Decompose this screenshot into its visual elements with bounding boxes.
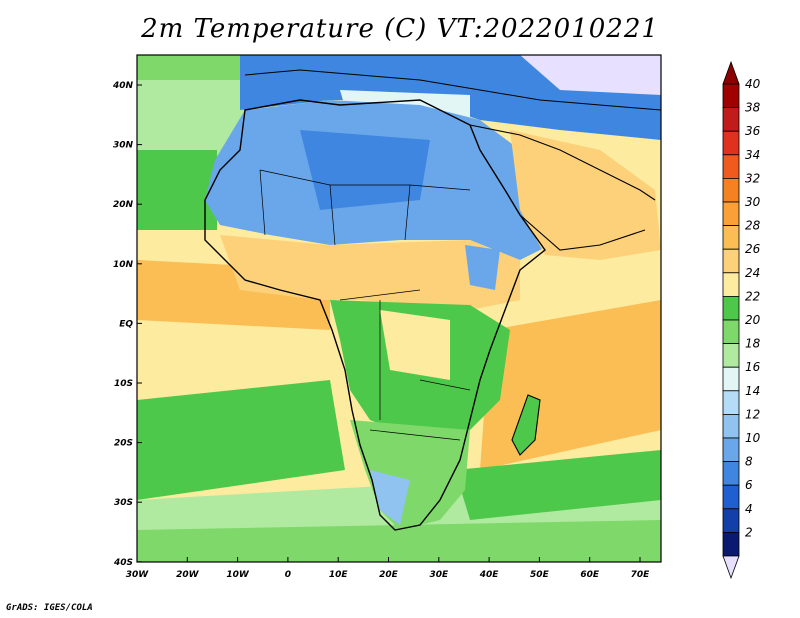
colorbar-label: 20 xyxy=(745,313,761,327)
y-tick-label: 30N xyxy=(113,141,134,151)
arabia-warm xyxy=(510,130,661,260)
colorbar-swatch xyxy=(722,390,740,415)
colorbar-label: 8 xyxy=(745,455,753,469)
asia-very-cold xyxy=(520,55,661,95)
colorbar-swatch xyxy=(722,366,740,392)
congo-warm xyxy=(380,310,450,380)
colorbar-label: 26 xyxy=(745,242,761,256)
colorbar-swatch xyxy=(722,508,740,533)
colorbar-label: 22 xyxy=(745,289,760,303)
africa-coastline xyxy=(204,99,546,531)
x-tick-label: 70E xyxy=(631,570,651,580)
y-tick-label: 10S xyxy=(114,379,133,389)
southern-band xyxy=(137,520,661,562)
south-indian-green xyxy=(455,450,661,520)
colorbar-bottom-arrow xyxy=(722,555,740,580)
map-field xyxy=(137,55,661,562)
country-borders xyxy=(259,169,471,441)
colorbar-label: 2 xyxy=(745,525,753,539)
colorbar-swatch xyxy=(722,225,740,250)
colorbar-label: 38 xyxy=(745,101,761,115)
x-tick-label: 60E xyxy=(580,570,600,580)
y-tick-label: 40S xyxy=(113,558,133,568)
colorbar-label: 28 xyxy=(745,219,761,233)
colorbar-swatch xyxy=(722,532,740,557)
y-tick-label: EQ xyxy=(119,319,133,329)
madagascar xyxy=(512,395,540,455)
arabia-south-coast xyxy=(519,214,646,251)
y-tick-label: 20N xyxy=(113,200,134,210)
colorbar-swatch xyxy=(722,130,740,156)
colorbar-swatch xyxy=(722,319,740,345)
y-tick-label: 20S xyxy=(114,439,133,449)
europe-coastline xyxy=(244,69,661,111)
colorbar-swatch xyxy=(722,154,740,179)
ethiopian-highlands xyxy=(465,245,500,290)
south-atlantic-green xyxy=(137,380,345,500)
colorbar-label: 18 xyxy=(745,337,761,351)
colorbar-label: 40 xyxy=(745,77,761,91)
x-tick-label: 50E xyxy=(530,570,550,580)
colorbar-label: 36 xyxy=(745,124,761,138)
atlantic-green xyxy=(137,150,217,230)
chart-title: 2m Temperature (C) VT:2022010221 xyxy=(141,14,659,44)
colorbar-label: 4 xyxy=(745,502,753,516)
sahel-warm xyxy=(220,235,520,310)
colorbar-label: 6 xyxy=(745,478,753,492)
x-tick-label: 40E xyxy=(479,570,500,580)
colorbar-swatch xyxy=(722,107,740,132)
colorbar-swatch xyxy=(722,437,740,463)
colorbar-swatch xyxy=(722,248,740,274)
x-tick-label: 10E xyxy=(329,570,349,580)
colorbar-label: 16 xyxy=(745,360,761,374)
x-tick-label: 20W xyxy=(176,570,200,580)
y-axis: 40N 30N 20N 10N EQ 10S 20S 30S 40S xyxy=(112,81,142,568)
colorbar-top-arrow xyxy=(722,60,740,85)
x-tick-label: 20E xyxy=(379,570,399,580)
colorbar-swatch xyxy=(722,272,740,297)
kalahari-cool xyxy=(370,470,410,525)
colorbar-label: 24 xyxy=(745,266,760,280)
x-tick-label: 0 xyxy=(285,570,291,580)
colorbar: 40 38 36 34 32 30 28 26 24 22 20 18 16 14 12 10 8 6 4 2 xyxy=(722,60,761,580)
y-tick-label: 30S xyxy=(114,498,133,508)
x-tick-label: 30W xyxy=(126,570,150,580)
colorbar-swatch xyxy=(722,461,740,486)
colorbar-label: 12 xyxy=(745,407,760,421)
colorbar-label: 30 xyxy=(745,195,761,209)
madagascar-coastline xyxy=(511,394,541,456)
sahara-deep xyxy=(300,130,430,210)
colorbar-swatch xyxy=(722,83,740,109)
colorbar-swatch xyxy=(722,484,740,510)
x-tick-label: 10W xyxy=(226,570,250,580)
y-tick-label: 10N xyxy=(113,260,134,270)
colorbar-swatch xyxy=(722,201,740,227)
colorbar-label: 14 xyxy=(745,384,760,398)
colorbar-swatch xyxy=(722,343,740,368)
arabia-coastline xyxy=(469,124,656,201)
colorbar-swatch xyxy=(722,177,740,203)
x-axis: 30W 20W 10W 0 10E 20E 30E 40E 50E 60E 70E xyxy=(126,557,650,580)
map-frame xyxy=(136,54,662,563)
y-tick-label: 40N xyxy=(112,81,134,91)
colorbar-swatch xyxy=(722,413,740,439)
colorbar-swatch xyxy=(722,295,740,321)
footer-credit: GrADS: IGES/COLA xyxy=(6,603,93,613)
x-tick-label: 30E xyxy=(429,570,449,580)
colorbar-label: 34 xyxy=(745,148,760,162)
colorbar-label: 32 xyxy=(745,171,760,185)
colorbar-label: 10 xyxy=(745,431,761,445)
